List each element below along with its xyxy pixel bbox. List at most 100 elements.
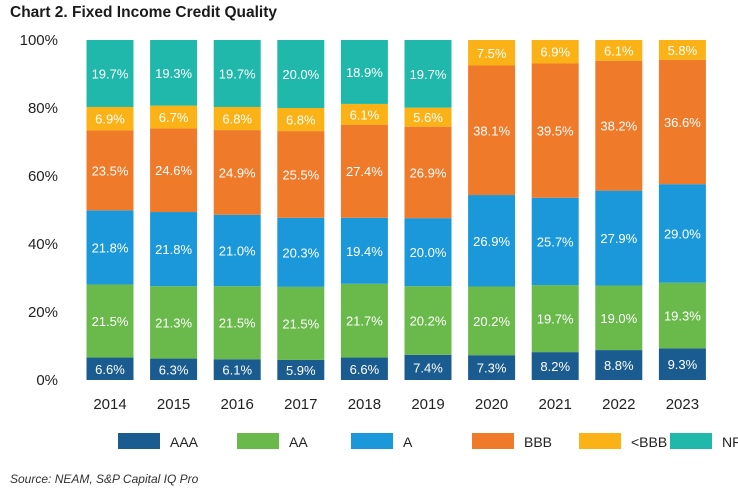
x-tick-label-2020: 2020 (475, 396, 508, 413)
bar-segment-bbb-2022 (595, 60, 643, 191)
data-label: 39.5% (537, 124, 574, 139)
data-label: 6.6% (95, 362, 125, 377)
bar-segment-a-2017 (277, 217, 325, 287)
chart-title: Chart 2. Fixed Income Credit Quality (10, 4, 278, 21)
bar-segment-bbb-2017 (277, 131, 325, 218)
legend-swatch-aa (237, 433, 279, 449)
data-label: 23.5% (92, 163, 129, 178)
data-label: 7.4% (413, 360, 443, 375)
x-tick-label-2019: 2019 (411, 396, 444, 413)
data-label: 21.5% (92, 314, 129, 329)
data-label: 6.9% (540, 45, 570, 60)
legend-swatch-aaa (118, 433, 160, 449)
bar-segment-aa-2014 (86, 284, 134, 358)
data-label: 7.5% (477, 46, 507, 61)
data-label: 6.9% (95, 112, 125, 127)
data-label: 6.1% (222, 363, 252, 378)
data-label: 19.7% (410, 67, 447, 82)
data-label: 20.2% (473, 314, 510, 329)
bar-segment-bbb-2015 (150, 105, 198, 129)
data-label: 24.9% (219, 165, 256, 180)
bar-segment-nr-2014 (86, 40, 134, 107)
bar-segment-aaa-2021 (531, 352, 579, 380)
bar-segment-a-2021 (531, 197, 579, 286)
data-label: 19.3% (155, 66, 192, 81)
bar-segment-aa-2016 (213, 286, 261, 360)
y-tick-label: 100% (20, 32, 58, 49)
legend-swatch-nr (670, 433, 712, 449)
bar-segment-aaa-2019 (404, 354, 452, 380)
data-label: 6.8% (286, 113, 316, 128)
bar-segment-a-2014 (86, 210, 134, 285)
bar-segment-nr-2017 (277, 40, 325, 108)
bar-segment-a-2015 (150, 212, 198, 287)
data-label: 21.5% (282, 316, 319, 331)
bar-segment-a-2018 (340, 217, 388, 284)
data-label: 8.2% (540, 359, 570, 374)
data-label: 21.7% (346, 314, 383, 329)
bar-segment-bbb-2021 (531, 40, 579, 64)
legend-swatch-a (351, 433, 393, 449)
data-label: 20.3% (282, 245, 319, 260)
x-tick-label-2016: 2016 (221, 396, 254, 413)
bar-segment-nr-2016 (213, 40, 261, 107)
data-label: 21.8% (92, 240, 129, 255)
y-tick-label: 20% (28, 304, 58, 321)
data-label: 25.7% (537, 234, 574, 249)
data-label: 20.2% (410, 314, 447, 329)
data-label: 21.8% (155, 242, 192, 257)
bar-segment-bbb-2014 (86, 106, 134, 131)
data-label: 5.8% (668, 43, 698, 58)
data-label: 6.7% (159, 110, 189, 125)
bar-segment-bbb-2018 (340, 124, 388, 218)
bar-segment-aa-2017 (277, 286, 325, 360)
bar-segment-bbb-2018 (340, 103, 388, 125)
legend-swatch-bbb (472, 433, 514, 449)
data-label: 24.6% (155, 163, 192, 178)
bar-segment-a-2016 (213, 214, 261, 287)
bar-segment-aaa-2023 (658, 348, 706, 380)
data-label: 19.7% (219, 66, 256, 81)
bar-segment-nr-2015 (150, 40, 198, 106)
bar-segment-bbb-2020 (468, 65, 516, 196)
bar-segment-aa-2022 (595, 285, 643, 351)
bar-segment-bbb-2015 (150, 128, 198, 213)
data-label: 6.6% (350, 362, 380, 377)
bar-segment-a-2020 (468, 195, 516, 287)
bar-segment-aa-2020 (468, 286, 516, 356)
bar-segment-aa-2015 (150, 286, 198, 359)
bar-segment-bbb-2021 (531, 63, 579, 198)
bar-segment-aa-2021 (531, 285, 579, 353)
y-tick-label: 40% (28, 236, 58, 253)
legend-label-nr: NR (722, 434, 738, 450)
data-label: 6.1% (350, 107, 380, 122)
x-tick-label-2015: 2015 (157, 396, 190, 413)
bar-segment-aaa-2017 (277, 359, 325, 380)
bar-segment-aa-2018 (340, 283, 388, 358)
data-label: 6.1% (604, 43, 634, 58)
x-tick-label-2022: 2022 (602, 396, 635, 413)
data-label: 26.9% (473, 234, 510, 249)
bar-segment-bbb-2014 (86, 130, 134, 211)
bar-segment-aa-2023 (658, 282, 706, 349)
data-label: 6.8% (222, 112, 252, 127)
bar-segment-bbb-2020 (468, 40, 516, 66)
data-label: 26.9% (410, 165, 447, 180)
bar-segment-aaa-2022 (595, 350, 643, 380)
bar-segment-aa-2019 (404, 286, 452, 355)
bar-segment-bbb-2023 (658, 59, 706, 185)
x-tick-label-2021: 2021 (539, 396, 572, 413)
data-label: 27.9% (600, 231, 637, 246)
data-label: 19.3% (664, 309, 701, 324)
y-tick-label: 80% (28, 100, 58, 117)
data-label: 38.1% (473, 123, 510, 138)
data-label: 25.5% (282, 167, 319, 182)
data-label: 19.4% (346, 244, 383, 259)
bar-segment-aaa-2016 (213, 359, 261, 380)
data-label: 36.6% (664, 115, 701, 130)
data-label: 21.3% (155, 315, 192, 330)
data-label: 21.5% (219, 316, 256, 331)
bar-segment-bbb-2022 (595, 40, 643, 61)
legend-label-aa: AA (289, 434, 308, 450)
